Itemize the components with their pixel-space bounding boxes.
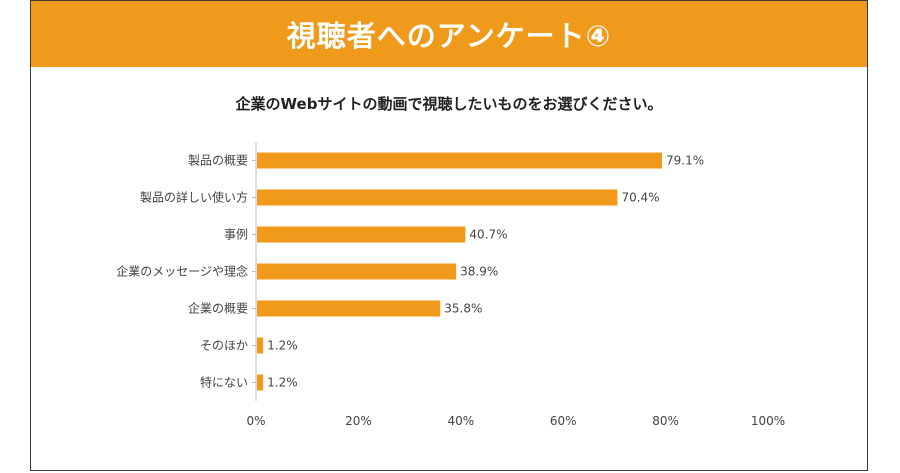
category-label: 企業の概要 bbox=[188, 301, 248, 316]
x-tick-label: 40% bbox=[447, 414, 474, 428]
category-label: 企業のメッセージや理念 bbox=[116, 264, 248, 279]
x-tick-label: 60% bbox=[550, 414, 577, 428]
category-label: 特にない bbox=[200, 375, 248, 390]
data-label: 1.2% bbox=[267, 376, 298, 390]
header-banner: 視聴者へのアンケート④ bbox=[31, 1, 867, 67]
bar bbox=[257, 300, 441, 317]
bar bbox=[257, 374, 264, 391]
category-label: そのほか bbox=[200, 339, 248, 353]
data-label: 38.9% bbox=[460, 265, 498, 279]
data-label: 70.4% bbox=[621, 191, 659, 205]
bar bbox=[257, 263, 457, 280]
x-tick-label: 20% bbox=[345, 414, 372, 428]
bar bbox=[257, 152, 662, 169]
category-label: 事例 bbox=[224, 228, 248, 242]
data-label: 1.2% bbox=[267, 339, 298, 353]
x-tick-label: 100% bbox=[751, 414, 785, 428]
bar bbox=[257, 226, 466, 243]
category-label: 製品の概要 bbox=[188, 154, 248, 168]
x-tick-label: 0% bbox=[246, 414, 265, 428]
x-tick-label: 80% bbox=[652, 414, 679, 428]
data-label: 40.7% bbox=[469, 228, 507, 242]
chart-frame: 視聴者へのアンケート④ 企業のWebサイトの動画で視聴したいものをお選びください… bbox=[30, 0, 868, 471]
bar bbox=[257, 189, 618, 206]
chart-title: 企業のWebサイトの動画で視聴したいものをお選びください。 bbox=[235, 95, 663, 113]
data-label: 35.8% bbox=[444, 302, 482, 316]
bar bbox=[257, 337, 264, 354]
data-label: 79.1% bbox=[666, 154, 704, 168]
page-title: 視聴者へのアンケート④ bbox=[286, 19, 612, 53]
category-label: 製品の詳しい使い方 bbox=[140, 190, 248, 205]
